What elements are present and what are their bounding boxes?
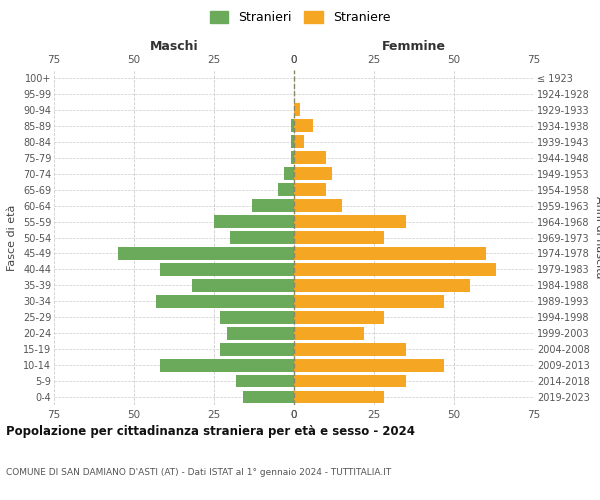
Bar: [294, 184, 326, 196]
Bar: [160, 263, 294, 276]
Bar: [294, 295, 445, 308]
X-axis label: Maschi: Maschi: [149, 40, 199, 52]
Bar: [230, 231, 294, 244]
Bar: [294, 136, 304, 148]
Legend: Stranieri, Straniere: Stranieri, Straniere: [205, 6, 395, 29]
Bar: [291, 152, 294, 164]
Bar: [294, 104, 301, 117]
Bar: [118, 247, 294, 260]
Bar: [291, 120, 294, 132]
Text: COMUNE DI SAN DAMIANO D'ASTI (AT) - Dati ISTAT al 1° gennaio 2024 - TUTTITALIA.I: COMUNE DI SAN DAMIANO D'ASTI (AT) - Dati…: [6, 468, 391, 477]
Bar: [294, 215, 406, 228]
Bar: [294, 311, 383, 324]
Bar: [294, 120, 313, 132]
Bar: [236, 374, 294, 388]
Y-axis label: Anni di nascita: Anni di nascita: [593, 196, 600, 279]
Text: Popolazione per cittadinanza straniera per età e sesso - 2024: Popolazione per cittadinanza straniera p…: [6, 425, 415, 438]
Bar: [253, 199, 294, 212]
Bar: [191, 279, 294, 291]
Bar: [278, 184, 294, 196]
Bar: [294, 247, 486, 260]
Bar: [294, 263, 496, 276]
Bar: [294, 199, 342, 212]
Bar: [160, 358, 294, 372]
Bar: [294, 152, 326, 164]
Bar: [294, 327, 364, 340]
Y-axis label: Fasce di età: Fasce di età: [7, 204, 17, 270]
Bar: [214, 215, 294, 228]
Bar: [243, 390, 294, 404]
Bar: [294, 374, 406, 388]
Bar: [294, 279, 470, 291]
Bar: [220, 311, 294, 324]
Bar: [294, 231, 383, 244]
Bar: [291, 136, 294, 148]
Bar: [294, 343, 406, 355]
X-axis label: Femmine: Femmine: [382, 40, 446, 52]
Bar: [157, 295, 294, 308]
Bar: [284, 168, 294, 180]
Bar: [227, 327, 294, 340]
Bar: [294, 390, 383, 404]
Bar: [220, 343, 294, 355]
Bar: [294, 358, 445, 372]
Bar: [294, 168, 332, 180]
